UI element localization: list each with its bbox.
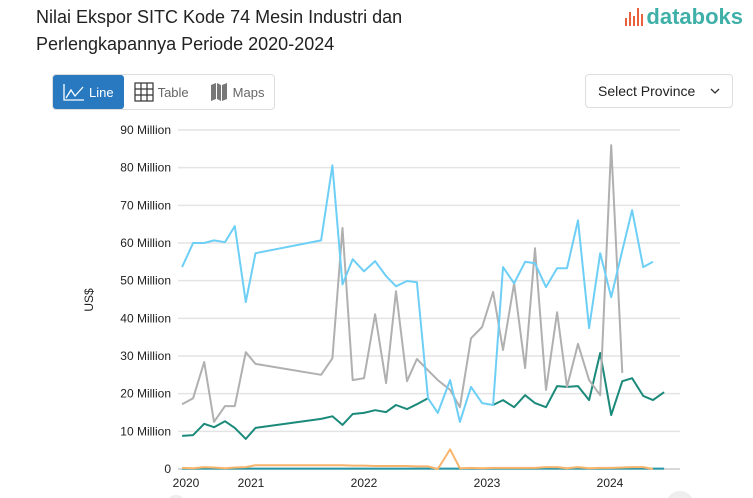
- series-line-1: [181, 144, 624, 423]
- y-tick-label: 60 Million: [120, 236, 171, 250]
- chevron-down-icon: [710, 88, 720, 94]
- tab-table-label: Table: [157, 84, 189, 100]
- series-line-3: [182, 448, 654, 470]
- tab-line[interactable]: Line: [53, 75, 124, 109]
- y-tick-label: 40 Million: [120, 311, 171, 325]
- logo-text: databoks: [646, 4, 743, 29]
- page-title: Nilai Ekspor SITC Kode 74 Mesin Industri…: [36, 7, 403, 54]
- y-tick-label: 80 Million: [120, 161, 171, 175]
- y-axis-label: US$: [82, 288, 96, 312]
- y-tick-label: 50 Million: [120, 274, 171, 288]
- province-select-value: Select Province: [598, 83, 696, 99]
- tab-maps[interactable]: Maps: [199, 75, 275, 109]
- province-select[interactable]: Select Province: [585, 74, 733, 108]
- scroll-button-left: [168, 495, 184, 498]
- y-tick-label: 90 Million: [120, 123, 171, 137]
- series-line-0: [181, 164, 654, 423]
- tab-line-label: Line: [89, 84, 114, 100]
- x-tick-label: 2022: [351, 476, 378, 490]
- databoks-logo: databoks: [625, 4, 743, 30]
- y-tick-label: 10 Million: [120, 424, 171, 438]
- tab-table[interactable]: Table: [124, 75, 199, 109]
- logo-bars-icon: [625, 8, 644, 26]
- map-icon: [210, 83, 227, 101]
- line-chart-icon: [63, 84, 84, 101]
- y-tick-label: 70 Million: [120, 198, 171, 212]
- x-tick-label: 2024: [597, 476, 624, 490]
- series-line-2: [182, 352, 665, 440]
- y-tick-label: 0: [164, 462, 171, 476]
- tab-maps-label: Maps: [232, 84, 265, 100]
- view-tabs: Line Table Maps: [52, 74, 276, 110]
- scroll-button: [667, 491, 693, 498]
- y-tick-label: 20 Million: [120, 387, 171, 401]
- y-tick-label: 30 Million: [120, 349, 171, 363]
- x-tick-label: 2023: [474, 476, 501, 490]
- table-icon: [133, 82, 154, 102]
- x-tick-label: 2021: [238, 476, 265, 490]
- x-tick-label: 2020: [173, 476, 200, 490]
